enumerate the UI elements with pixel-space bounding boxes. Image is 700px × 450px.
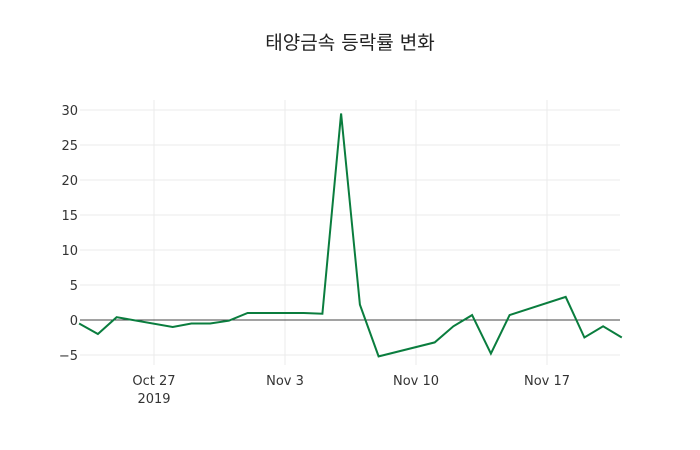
y-tick-label: 30 — [61, 104, 78, 119]
x-tick-year-label: 2019 — [137, 392, 170, 407]
y-tick-label: 15 — [61, 209, 78, 224]
x-tick-label: Nov 10 — [393, 374, 439, 389]
series-line — [78, 113, 623, 358]
y-axis: −5 0 5 10 15 20 25 30 — [59, 104, 78, 364]
x-tick-label: Oct 27 — [132, 374, 175, 389]
y-tick-label: 20 — [61, 174, 78, 189]
x-axis: Oct 27 2019 Nov 3 Nov 10 Nov 17 — [132, 374, 570, 407]
data-series — [78, 113, 623, 358]
y-tick-label: 10 — [61, 244, 78, 259]
x-tick-label: Nov 17 — [524, 374, 570, 389]
y-tick-label: 5 — [70, 279, 78, 294]
y-tick-label: −5 — [59, 349, 78, 364]
gridlines — [80, 100, 620, 365]
y-tick-label: 0 — [70, 314, 78, 329]
chart-title: 태양금속 등락률 변화 — [265, 32, 435, 54]
x-tick-label: Nov 3 — [266, 374, 304, 389]
y-tick-label: 25 — [61, 139, 78, 154]
